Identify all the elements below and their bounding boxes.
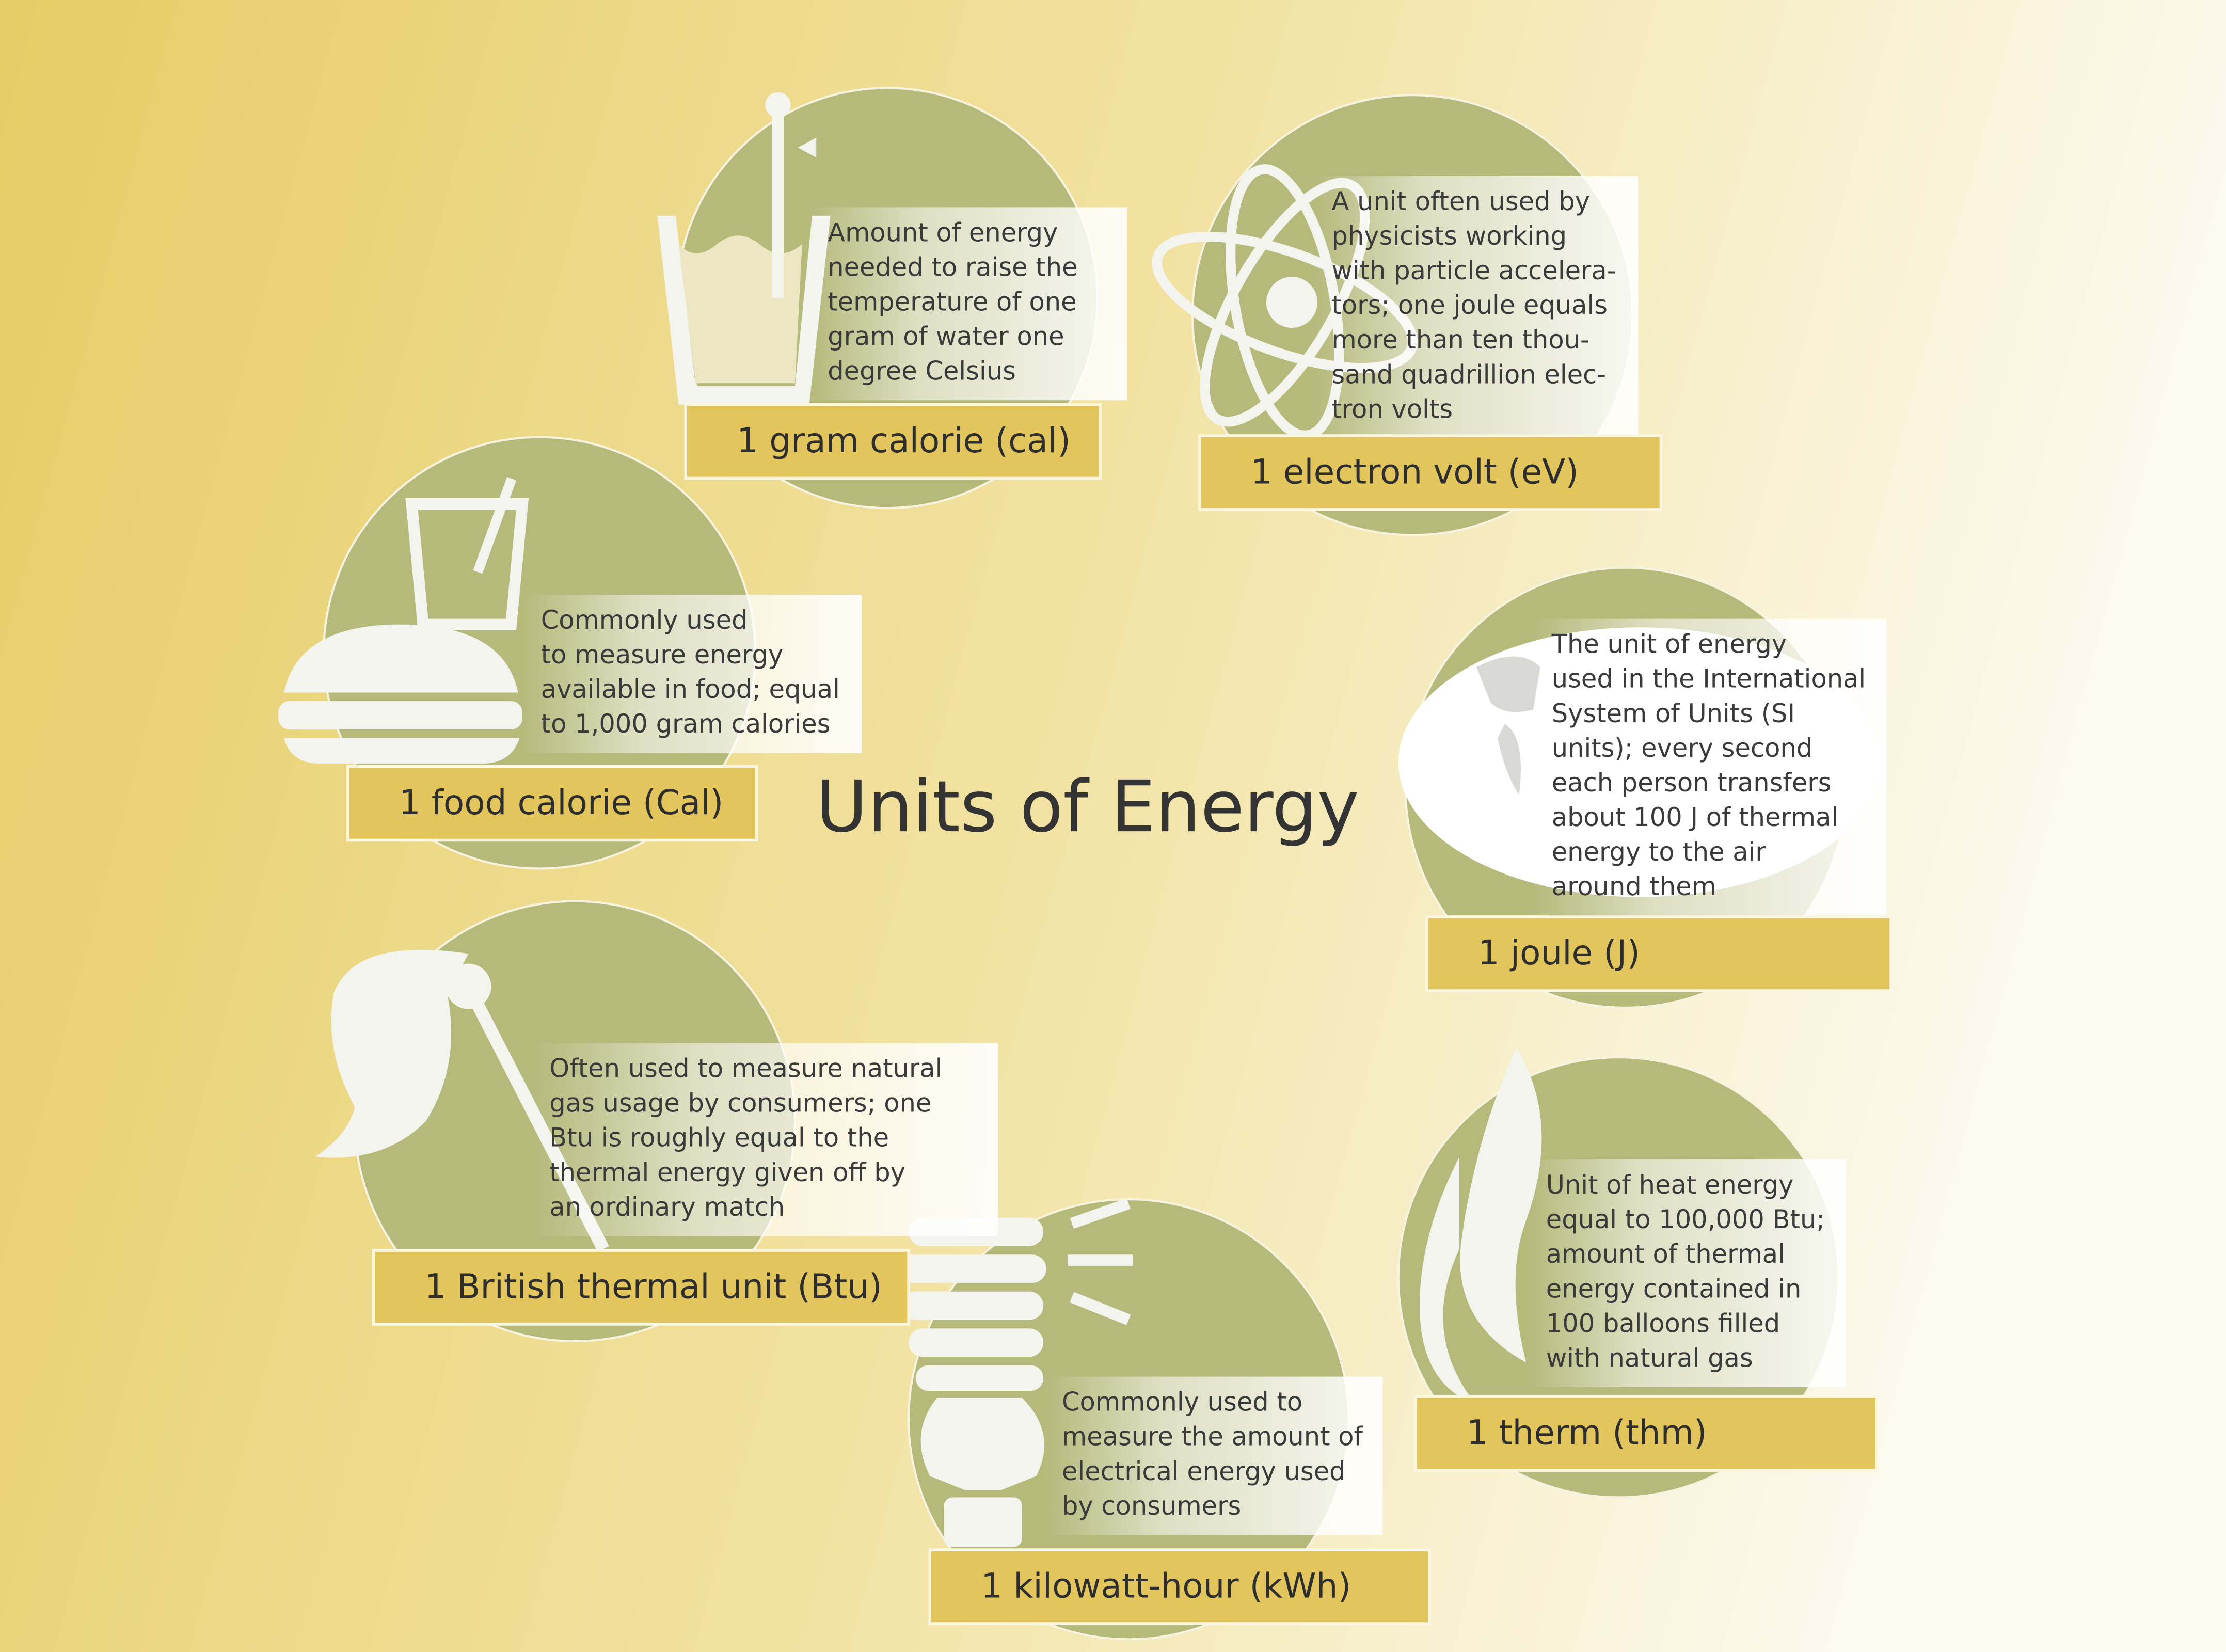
description-line: needed to raise the (828, 252, 1077, 282)
thermometer (772, 113, 784, 298)
label-box (1414, 1395, 1879, 1472)
description-line: with natural gas (1546, 1343, 1753, 1373)
text-panel (1532, 618, 1887, 916)
label-box (372, 1249, 910, 1326)
description-line: Often used to measure natural (549, 1054, 942, 1084)
description-line: 100 balloons filled (1546, 1308, 1780, 1338)
description-line: physicists working (1331, 221, 1567, 251)
unit-label: 1 kilowatt-hour (kWh) (981, 1566, 1351, 1606)
description-line: more than ten thou- (1331, 325, 1589, 355)
label-box (928, 1548, 1431, 1625)
description-line: an ordinary match (549, 1192, 785, 1222)
description-line: Commonly used to (1062, 1387, 1302, 1417)
description-line: amount of thermal (1546, 1239, 1785, 1269)
description-line: each person transfers (1552, 768, 1832, 798)
description-line: tron volts (1331, 394, 1453, 424)
burger-bun-bottom (284, 738, 520, 764)
description-line: degree Celsius (828, 356, 1016, 386)
title: Units of Energy (816, 766, 1359, 848)
description-line: gram of water one (828, 322, 1064, 352)
description-line: about 100 J of thermal (1552, 802, 1838, 832)
description-line: to 1,000 gram calories (541, 709, 831, 739)
burger-bun-top (284, 624, 518, 693)
straw (473, 476, 517, 574)
description-line: Unit of heat energy (1546, 1170, 1794, 1200)
description-line: A unit often used by (1331, 186, 1589, 216)
text-panel (1526, 1159, 1846, 1388)
bulb-icon (897, 1198, 1133, 1547)
description-line: The unit of energy (1551, 629, 1787, 659)
description-line: by consumers (1062, 1491, 1241, 1521)
thermometer-bulb (765, 92, 791, 118)
description-line: electrical energy used (1062, 1456, 1346, 1486)
unit-label: 1 electron volt (eV) (1251, 452, 1579, 491)
unit-label: 1 joule (J) (1478, 933, 1640, 973)
texts: Amount of energy needed to raise the tempe… (346, 176, 1893, 1625)
description-line: to measure energy (541, 640, 783, 670)
description-line: measure the amount of (1062, 1422, 1364, 1452)
beaker-water (678, 235, 802, 384)
description-line: energy contained in (1546, 1274, 1802, 1304)
text-panel (529, 1043, 998, 1236)
nucleus (1266, 277, 1317, 328)
text-panel (521, 594, 862, 753)
description-line: units); every second (1552, 733, 1812, 763)
label-box (346, 765, 758, 842)
therm-flame (1420, 1047, 1542, 1405)
description-line: with particle accelera- (1331, 256, 1616, 285)
description-line: Btu is roughly equal to the (549, 1123, 889, 1153)
text-panel (1312, 176, 1639, 438)
description-line: used in the International (1552, 664, 1866, 694)
match-head (446, 963, 491, 1009)
drink-icon (405, 498, 529, 630)
unit-label: 1 gram calorie (cal) (737, 421, 1071, 460)
description-line: gas usage by consumers; one (549, 1088, 931, 1118)
label-box (1198, 434, 1663, 511)
label-box (1425, 915, 1893, 992)
description-line: energy to the air (1552, 837, 1767, 867)
burger-patty (278, 701, 522, 730)
description-line: temperature of one (828, 287, 1076, 317)
description-line: sand quadrillion elec- (1331, 359, 1606, 389)
label-box (684, 403, 1102, 480)
description-line: thermal energy given off by (549, 1157, 905, 1187)
description-line: Commonly used (541, 605, 748, 635)
text-panel (1042, 1376, 1383, 1535)
unit-label: 1 therm (thm) (1467, 1412, 1707, 1452)
match-flame (315, 949, 469, 1158)
description-line: around them (1552, 871, 1716, 901)
globe-land (1476, 656, 1540, 795)
description-line: tors; one joule equals (1331, 290, 1607, 320)
thermometer-pointer (798, 137, 817, 158)
unit-label: 1 food calorie (Cal) (399, 783, 724, 822)
description-line: available in food; equal (541, 674, 840, 704)
text-panel (807, 207, 1127, 401)
description-line: equal to 100,000 Btu; (1546, 1204, 1825, 1234)
description-line: Amount of energy (828, 217, 1058, 247)
unit-label: 1 British thermal unit (Btu) (424, 1266, 882, 1306)
description-line: System of Units (SI (1552, 698, 1795, 728)
